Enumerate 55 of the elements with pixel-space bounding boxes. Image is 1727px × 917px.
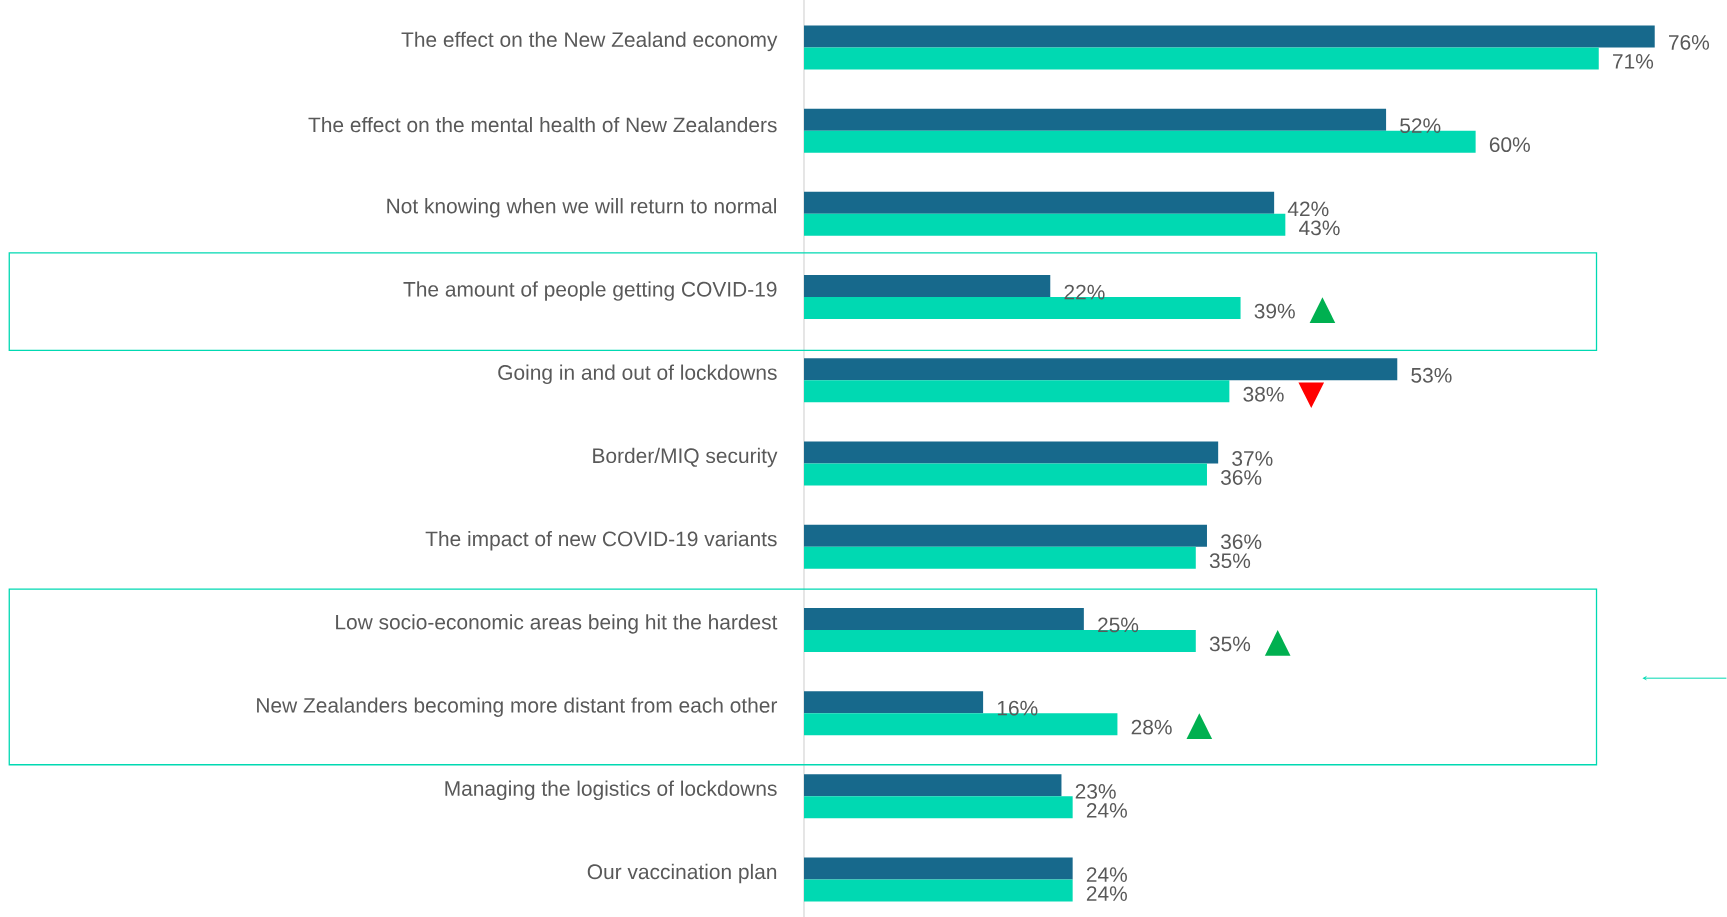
data-label: 36% bbox=[1220, 534, 1262, 550]
bar bbox=[804, 857, 1073, 880]
y-tick-label: New Zealanders becoming more distant from each other bbox=[257, 697, 778, 717]
data-label: 22% bbox=[1064, 284, 1105, 300]
y-tick-label: The effect on the mental health of New Zealanders bbox=[308, 116, 777, 133]
data-label: 43% bbox=[1299, 220, 1340, 236]
bar bbox=[804, 796, 1073, 819]
data-label: 42% bbox=[1287, 201, 1329, 217]
annotation: ▼ bbox=[1298, 382, 1325, 409]
y-tick-label: The effect on the New Zealand economy bbox=[401, 31, 778, 52]
y-tick-label: Our vaccination plan bbox=[587, 863, 777, 884]
annotation: ▲ bbox=[1309, 297, 1336, 323]
y-tick-label: The impact of new COVID-19 variants bbox=[425, 530, 777, 551]
bar bbox=[804, 108, 1387, 131]
bar bbox=[804, 691, 984, 714]
bar bbox=[804, 546, 1196, 569]
y-tick-label: The amount of people getting COVID-19 bbox=[403, 281, 777, 301]
data-label: 71% bbox=[1613, 54, 1654, 69]
data-label: 52% bbox=[1400, 118, 1441, 134]
y-tick-label: Going in and out of lockdowns bbox=[498, 364, 777, 385]
y-tick-label: Low socio-economic areas being hit the hardest bbox=[336, 614, 778, 634]
bar bbox=[804, 275, 1051, 298]
bar bbox=[804, 524, 1207, 547]
bar bbox=[804, 213, 1286, 236]
data-label: 16% bbox=[997, 700, 1038, 716]
bar bbox=[804, 879, 1073, 902]
data-label: 23% bbox=[1075, 783, 1116, 799]
data-label: 36% bbox=[1220, 470, 1262, 485]
data-label: 35% bbox=[1209, 553, 1251, 569]
data-label: 24% bbox=[1086, 886, 1127, 901]
data-label: 60% bbox=[1489, 137, 1530, 153]
data-label: 38% bbox=[1243, 386, 1284, 402]
y-tick-label: Not knowing when we will return to normal bbox=[387, 198, 777, 218]
bar bbox=[804, 47, 1599, 70]
data-label: 53% bbox=[1411, 367, 1452, 383]
data-label: 35% bbox=[1209, 636, 1251, 652]
y-tick-label: Border/MIQ security bbox=[593, 447, 778, 468]
data-label: 37% bbox=[1232, 451, 1273, 466]
bar bbox=[804, 774, 1062, 797]
y-tick-label: Managing the logistics of lockdowns bbox=[445, 780, 777, 801]
data-label: 39% bbox=[1254, 303, 1295, 319]
bar bbox=[804, 463, 1207, 486]
data-label: 24% bbox=[1086, 867, 1127, 882]
bar bbox=[804, 380, 1230, 403]
bar bbox=[804, 191, 1275, 214]
data-label: 24% bbox=[1086, 802, 1127, 818]
bar bbox=[804, 607, 1084, 630]
data-label: 28% bbox=[1131, 719, 1172, 735]
data-label: 76% bbox=[1669, 35, 1710, 50]
annotation: ▲ bbox=[1264, 630, 1291, 656]
bar bbox=[804, 25, 1655, 48]
bar bbox=[804, 441, 1219, 464]
data-label: 25% bbox=[1098, 617, 1139, 633]
annotation: ▲ bbox=[1186, 713, 1213, 739]
bar bbox=[804, 358, 1398, 381]
